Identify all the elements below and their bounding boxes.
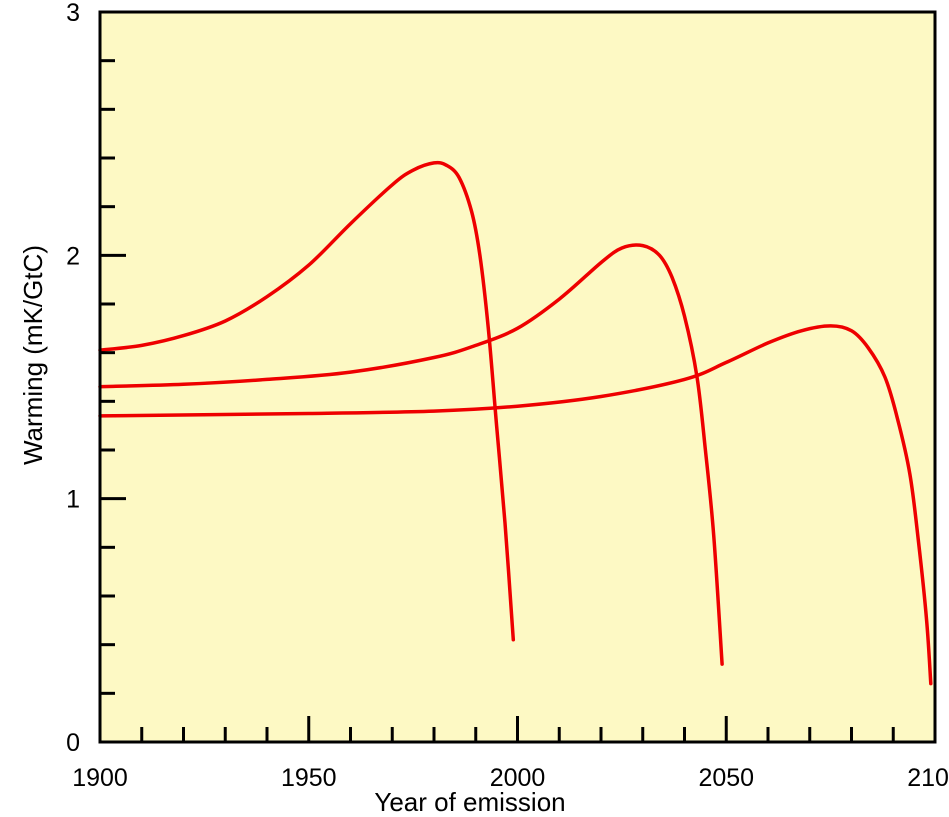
y-tick-label: 2 (66, 242, 80, 270)
plot-frame (98, 10, 937, 744)
series-line-1 (98, 160, 516, 642)
y-tick-label: 3 (66, 0, 80, 27)
x-axis-title: Year of emission (374, 787, 565, 817)
y-tick-label: 1 (66, 486, 80, 514)
x-tick-label: 2000 (490, 764, 546, 792)
series-layer (98, 160, 933, 686)
plot-background (100, 12, 935, 742)
series-line-2 (98, 243, 724, 666)
y-axis-title: Warming (mK/GtC) (18, 245, 48, 465)
y-tick-label: 0 (66, 729, 80, 757)
series-line-3 (98, 324, 933, 686)
x-tick-label: 1900 (72, 764, 128, 792)
x-tick-label: 2050 (698, 764, 754, 792)
x-tick-label: 1950 (281, 764, 337, 792)
